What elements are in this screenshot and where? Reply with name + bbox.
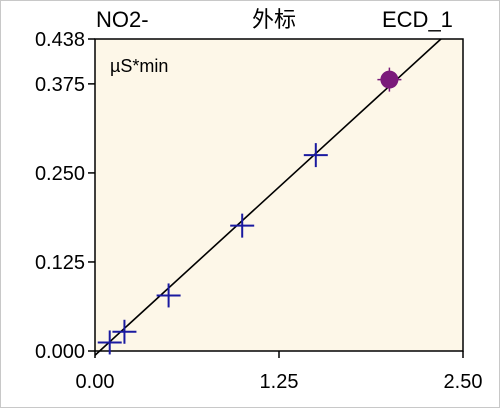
y-tick-label: 0.000 (35, 341, 85, 363)
data-point-plus (112, 319, 137, 344)
header-method-label: 外标 (252, 7, 296, 32)
x-tick-label: 1.25 (260, 371, 299, 393)
y-axis: 0.000 0.125 0.250 0.375 0.438 (35, 29, 95, 363)
data-point-circle (377, 67, 402, 92)
x-tick-label: 0.00 (76, 371, 115, 393)
data-point-plus (230, 213, 255, 238)
data-point-plus (156, 283, 181, 308)
y-tick-label: 0.438 (35, 29, 85, 51)
header-detector-label: ECD_1 (382, 7, 453, 32)
data-points (97, 67, 402, 355)
fit-line-group (94, 38, 442, 356)
y-tick-label: 0.125 (35, 252, 85, 274)
y-tick-label: 0.375 (35, 74, 85, 96)
fit-line (94, 38, 442, 356)
x-tick-label: 2.50 (444, 371, 483, 393)
unit-label: µS*min (110, 56, 168, 76)
data-point-plus (97, 330, 122, 355)
x-axis: 0.00 1.25 2.50 (76, 351, 483, 393)
y-tick-label: 0.250 (35, 163, 85, 185)
header-ion-label: NO2- (96, 7, 149, 32)
data-point-plus (303, 143, 328, 168)
